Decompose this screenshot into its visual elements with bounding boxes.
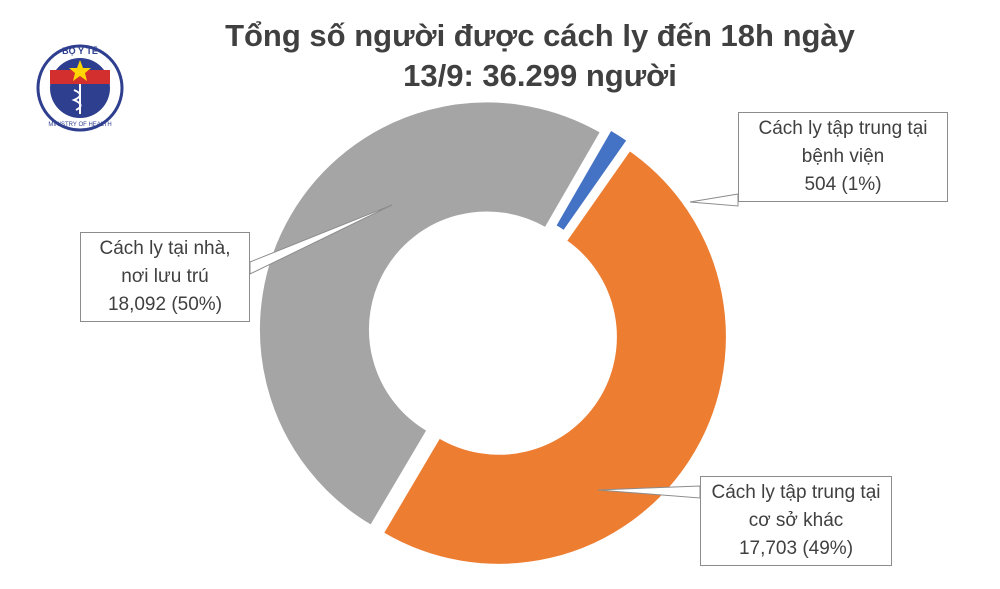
data-label: Cách ly tập trung tại bệnh viện 504 (1%)	[738, 112, 948, 202]
data-label: Cách ly tập trung tại cơ sở khác 17,703 (…	[700, 476, 892, 566]
value-label: 18,092 (50%)	[107, 294, 223, 315]
donut-slice	[257, 100, 603, 528]
logo-bottom-text: MINISTRY OF HEALTH	[48, 122, 111, 128]
logo-top-text: BỘ Y TẾ	[62, 45, 98, 56]
data-label: Cách ly tại nhà, nơi lưu trú 18,092 (50%)	[80, 232, 250, 322]
donut-slice	[381, 148, 728, 566]
value-label: 17,703 (49%)	[738, 538, 854, 559]
logo-band	[50, 70, 110, 84]
logo-snake	[71, 89, 82, 111]
chart-title: 13/9: 36.299 người	[403, 58, 677, 93]
category-label: Cách ly tại nhà, nơi lưu trú	[99, 238, 231, 287]
category-label: Cách ly tập trung tại bệnh viện	[758, 118, 928, 167]
chart-title: Tổng số người được cách ly đến 18h ngày	[225, 18, 855, 53]
logo-star	[69, 60, 91, 81]
logo: BỘ Y TẾ MINISTRY OF HEALTH	[36, 44, 124, 132]
leader-line	[249, 204, 393, 275]
category-label: Cách ly tập trung tại cơ sở khác	[711, 482, 881, 531]
value-label: 504 (1%)	[804, 174, 882, 195]
leader-line	[689, 193, 739, 207]
donut-slice	[553, 128, 629, 233]
